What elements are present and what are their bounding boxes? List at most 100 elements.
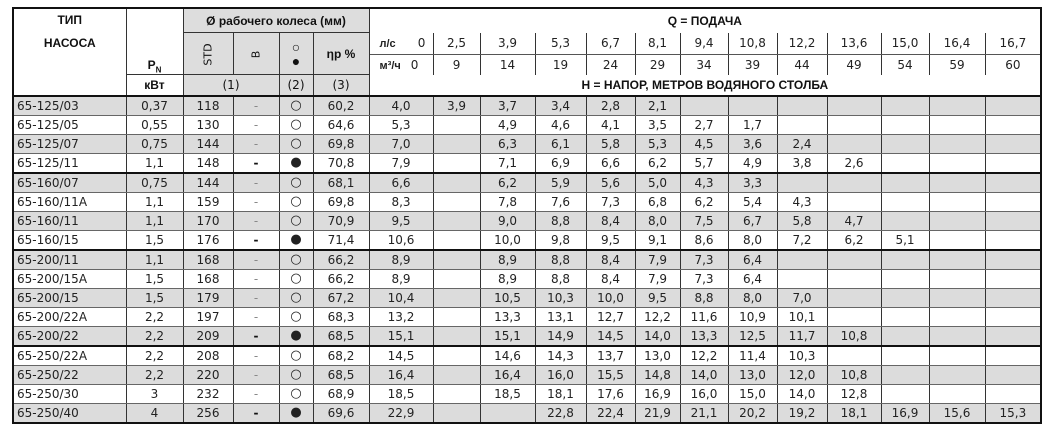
- std-diameter-cell: 168: [183, 250, 234, 270]
- head-cell: 3,9: [433, 96, 481, 116]
- head-cell: [985, 134, 1042, 154]
- head-cell: 10,6: [369, 230, 434, 251]
- table-row: 65-160/11 1,1 170- ○ 70,9 9,5 9,0 8,8 8,4 8,0 7,5 6…: [13, 211, 1042, 231]
- head-cell: [985, 115, 1042, 135]
- flow-m3h-cell: 39: [727, 54, 778, 75]
- head-cell: 3,8: [777, 153, 828, 174]
- head-cell: [881, 115, 930, 135]
- head-cell: [881, 192, 930, 212]
- power-cell: 1,1: [126, 153, 184, 174]
- table-row: 65-250/22A 2,2 208- ○ 68,2 14,5 14,6 14,3 13,7 13…: [13, 346, 1042, 366]
- open-circle-icon: ○: [279, 192, 314, 212]
- head-cell: 9,1: [635, 230, 681, 251]
- efficiency-cell: 68,5: [313, 326, 370, 347]
- pump-type-cell: 65-250/30: [13, 384, 127, 404]
- open-circle-icon: ○: [279, 384, 314, 404]
- flow-m3h-cell: 9: [432, 54, 481, 75]
- std-diameter-cell: 144: [183, 134, 234, 154]
- std-diameter-cell: 209: [183, 326, 234, 347]
- head-cell: 2,8: [586, 96, 636, 116]
- head-cell: [433, 250, 481, 270]
- head-cell: 14,9: [535, 326, 587, 347]
- power-cell: 0,55: [126, 115, 184, 135]
- head-cell: 12,8: [827, 384, 882, 404]
- head-cell: 3,3: [728, 173, 778, 193]
- open-circle-icon: ○: [279, 134, 314, 154]
- head-cell: 6,1: [535, 134, 587, 154]
- power-subscript: N: [155, 65, 162, 75]
- table-row: 65-250/22 2,2 220- ○ 68,5 16,4 16,4 16,0 15,5 14,…: [13, 365, 1042, 385]
- head-cell: [985, 230, 1042, 251]
- table-row: 65-125/11 1,1 148- ● 70,8 7,9 7,1 6,9 6,6 6,2 5,7 4…: [13, 153, 1042, 174]
- b-diameter-cell: -: [233, 269, 280, 289]
- flow-ls-cell: 9,4: [679, 32, 729, 55]
- head-cell: [929, 365, 986, 385]
- flow-m3h-cell: 24: [585, 54, 636, 75]
- note-1: (1): [183, 74, 280, 97]
- b-diameter-cell: -: [233, 365, 280, 385]
- power-cell: 0,37: [126, 96, 184, 116]
- pump-type-cell: 65-160/15: [13, 230, 127, 251]
- head-cell: 6,9: [535, 153, 587, 174]
- table-row: 65-200/22 2,2 209- ● 68,5 15,1 15,1 14,9 14,5 14,…: [13, 326, 1042, 347]
- b-diameter-cell: -: [233, 96, 280, 116]
- pump-type-cell: 65-200/15A: [13, 269, 127, 289]
- head-cell: [433, 134, 481, 154]
- head-cell: 14,0: [680, 365, 729, 385]
- flow-ls-value: 0: [417, 36, 426, 50]
- pump-type-cell: 65-250/22: [13, 365, 127, 385]
- b-diameter-cell: -: [233, 134, 280, 154]
- head-cell: [680, 96, 729, 116]
- head-cell: 7,9: [369, 153, 434, 174]
- power-cell: 4: [126, 403, 184, 424]
- flow-ls-cell: 10,8: [727, 32, 778, 55]
- flow-m3h-cell: 34: [679, 54, 729, 75]
- b-diameter-cell: -: [233, 192, 280, 212]
- head-cell: 10,0: [480, 230, 536, 251]
- efficiency-cell: 70,8: [313, 153, 370, 174]
- head-cell: 1,7: [728, 115, 778, 135]
- head-cell: 3,7: [480, 96, 536, 116]
- head-cell: [777, 173, 828, 193]
- filled-circle-icon: ●: [279, 403, 314, 424]
- head-cell: 4,3: [777, 192, 828, 212]
- flow-ls-cell: 16,7: [984, 32, 1042, 55]
- head-cell: 22,8: [535, 403, 587, 424]
- head-cell: 5,3: [635, 134, 681, 154]
- head-cell: 5,4: [728, 192, 778, 212]
- pump-type-cell: 65-160/11A: [13, 192, 127, 212]
- head-cell: 4,3: [680, 173, 729, 193]
- head-cell: 19,2: [777, 403, 828, 424]
- flow-ls-cell: 3,9: [479, 32, 536, 55]
- std-diameter-cell: 179: [183, 288, 234, 308]
- head-cell: 7,2: [777, 230, 828, 251]
- head-cell: [929, 269, 986, 289]
- head-cell: 13,3: [480, 307, 536, 327]
- flow-m3h-cell: 44: [776, 54, 828, 75]
- head-cell: [777, 269, 828, 289]
- type-line2: НАСОСА: [43, 36, 96, 50]
- power-cell: 1,1: [126, 192, 184, 212]
- std-diameter-cell: 130: [183, 115, 234, 135]
- head-header: H = НАПОР, МЕТРОВ ВОДЯНОГО СТОЛБА: [369, 74, 1042, 97]
- head-cell: [985, 326, 1042, 347]
- head-cell: [929, 211, 986, 231]
- head-cell: [827, 134, 882, 154]
- std-diameter-cell: 176: [183, 230, 234, 251]
- b-diameter-cell: -: [233, 211, 280, 231]
- head-cell: 14,3: [535, 346, 587, 366]
- table-row: 65-160/15 1,5 176- ● 71,4 10,6 10,0 9,8 9,5 9,1 8,…: [13, 230, 1042, 251]
- head-cell: 16,0: [535, 365, 587, 385]
- open-circle-icon: ○: [279, 288, 314, 308]
- flow-header: Q = ПОДАЧА: [667, 13, 742, 28]
- head-cell: [985, 192, 1042, 212]
- efficiency-cell: 68,5: [313, 365, 370, 385]
- head-cell: 3,5: [635, 115, 681, 135]
- head-cell: 14,0: [635, 326, 681, 347]
- head-cell: 15,6: [929, 403, 986, 424]
- head-cell: [985, 307, 1042, 327]
- head-cell: 7,8: [480, 192, 536, 212]
- head-cell: [929, 192, 986, 212]
- head-cell: [985, 346, 1042, 366]
- head-cell: 8,0: [728, 288, 778, 308]
